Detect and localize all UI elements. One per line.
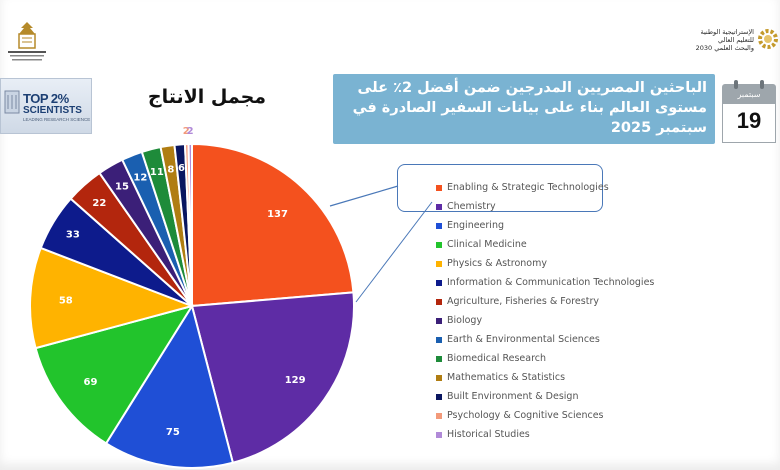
legend-label: Chemistry [447, 201, 496, 212]
legend-swatch [436, 355, 442, 362]
legend-swatch [436, 317, 442, 324]
legend-swatch [436, 336, 442, 343]
slice-value-label: 15 [115, 182, 129, 193]
badge-tag: LEADING RESEARCH SCIENCE [23, 117, 91, 122]
legend-item: Agriculture, Fisheries & Forestry [436, 292, 654, 311]
legend-label: Information & Communication Technologies [447, 277, 655, 288]
legend-swatch [436, 184, 442, 191]
legend-label: Historical Studies [447, 429, 530, 440]
legend-label: Biology [447, 315, 483, 326]
legend-label: Agriculture, Fisheries & Forestry [447, 296, 599, 307]
legend-item: Earth & Environmental Sciences [436, 330, 654, 349]
legend-swatch [436, 412, 442, 419]
badge-sub: SCIENTISTS [23, 105, 82, 116]
legend-label: Earth & Environmental Sciences [447, 334, 600, 345]
legend-swatch [436, 222, 442, 229]
legend-label: Psychology & Cognitive Sciences [447, 410, 604, 421]
legend-item: Biology [436, 311, 654, 330]
strategy-line-1: الإستراتيجية الوطنية [700, 28, 754, 36]
slice-value-label: 2 [183, 126, 190, 137]
calendar-ring [760, 80, 764, 89]
slice-value-label: 129 [285, 375, 306, 386]
legend-label: Physics & Astronomy [447, 258, 547, 269]
headline-panel: الباحثين المصريين المدرجين ضمن أفضل 2٪ ع… [333, 74, 715, 144]
callout-box [397, 164, 603, 212]
legend-item: Information & Communication Technologies [436, 273, 654, 292]
pie-slice [29, 246, 196, 350]
strategy-logo-text: الإستراتيجية الوطنية للتعليم العالي والب… [696, 28, 754, 52]
calendar-header [722, 84, 776, 104]
legend-swatch [436, 431, 442, 438]
legend-label: Enabling & Strategic Technologies [447, 182, 609, 193]
chart-legend: Enabling & Strategic Technologies Chemist… [436, 178, 654, 444]
strategy-line-2: للتعليم العالي [717, 36, 754, 44]
calendar-month: سبتمبر [737, 90, 761, 99]
calendar-ring [734, 80, 738, 89]
legend-swatch [436, 374, 442, 381]
legend-item: Built Environment & Design [436, 387, 654, 406]
legend-item: Mathematics & Statistics [436, 368, 654, 387]
pie-slice [34, 304, 195, 445]
legend-item: Biomedical Research [436, 349, 654, 368]
slice-value-label: 137 [267, 209, 288, 220]
legend-item: Historical Studies [436, 425, 654, 444]
pie-slice [190, 291, 355, 464]
legend-item: Physics & Astronomy [436, 254, 654, 273]
strategy-gear-icon [758, 29, 778, 49]
slice-value-label: 6 [178, 163, 185, 174]
legend-swatch [436, 298, 442, 305]
legend-item: Clinical Medicine [436, 235, 654, 254]
slice-value-label: 22 [92, 198, 106, 209]
slice-value-label: 69 [84, 377, 98, 388]
badge-word: TOP 2% [23, 91, 69, 106]
pie-slice [191, 142, 355, 308]
legend-swatch [436, 241, 442, 248]
headline-text: الباحثين المصريين المدرجين ضمن أفضل 2٪ ع… [352, 80, 707, 136]
legend-swatch [436, 279, 442, 286]
slice-value-label: 12 [133, 173, 147, 184]
slice-value-label: 75 [166, 427, 180, 438]
calendar-day: 19 [736, 108, 762, 133]
legend-item: Psychology & Cognitive Sciences [436, 406, 654, 425]
legend-label: Engineering [447, 220, 504, 231]
callout-line [329, 185, 399, 207]
laurel-icon [4, 90, 20, 114]
legend-label: Clinical Medicine [447, 239, 527, 250]
slice-value-label: 33 [66, 230, 80, 241]
top-scientists-badge: TOP 2% SCIENTISTS LEADING RESEARCH SCIEN… [0, 78, 92, 134]
strategy-logo: الإستراتيجية الوطنية للتعليم العالي والب… [688, 22, 780, 64]
pie-slice [104, 303, 235, 469]
legend-swatch [436, 393, 442, 400]
legend-item: Chemistry [436, 197, 654, 216]
pie-slice [187, 142, 193, 307]
chart-title: مجمل الانتاج [147, 86, 267, 108]
slice-value-label: 8 [167, 164, 174, 175]
legend-label: Biomedical Research [447, 353, 547, 364]
legend-item: Engineering [436, 216, 654, 235]
legend-swatch [436, 203, 442, 210]
ministry-emblem-icon [8, 22, 46, 61]
legend-label: Mathematics & Statistics [447, 372, 566, 383]
calendar-body [722, 104, 776, 143]
slice-value-label: 2 [187, 126, 194, 137]
callout-line [355, 201, 433, 303]
slice-value-label: 11 [150, 167, 164, 178]
calendar-icon: سبتمبر 19 [722, 80, 776, 144]
legend-item: Enabling & Strategic Technologies [436, 178, 654, 197]
slice-value-label: 58 [59, 295, 73, 306]
strategy-line-3: والبحث العلمي 2030 [695, 44, 754, 52]
legend-label: Built Environment & Design [447, 391, 579, 402]
legend-swatch [436, 260, 442, 267]
